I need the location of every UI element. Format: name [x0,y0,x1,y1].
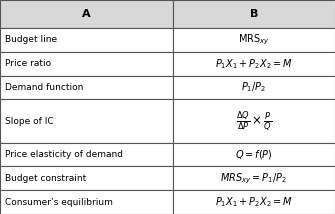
Text: $P_1 / P_2$: $P_1 / P_2$ [241,81,266,94]
Bar [0,190,173,214]
Text: Consumer’s equilibrium: Consumer’s equilibrium [5,198,113,207]
Bar [173,99,335,143]
Bar [0,52,173,76]
Text: Slope of IC: Slope of IC [5,117,54,126]
Bar [173,28,335,52]
Text: $P_1X_1 + P_2X_2 = M$: $P_1X_1 + P_2X_2 = M$ [215,57,293,71]
Bar [173,166,335,190]
Text: Demand function: Demand function [5,83,83,92]
Text: Budget line: Budget line [5,36,57,45]
Text: Price elasticity of demand: Price elasticity of demand [5,150,123,159]
Bar [173,190,335,214]
Text: $P_1X_1 + P_2X_2 =M$: $P_1X_1 + P_2X_2 =M$ [215,195,293,209]
Bar [173,76,335,99]
Bar [0,28,173,52]
Bar [173,52,335,76]
Text: $MRS_{xy} = P_1 / P_2$: $MRS_{xy} = P_1 / P_2$ [220,171,287,186]
Bar [0,76,173,99]
Bar [173,0,335,28]
Bar [0,166,173,190]
Text: B: B [250,9,258,19]
Bar [0,0,173,28]
Bar [0,143,173,166]
Text: A: A [82,9,90,19]
Text: Price ratio: Price ratio [5,59,51,68]
Text: $\frac{\Delta Q}{\Delta P}\times\frac{P}{Q}$: $\frac{\Delta Q}{\Delta P}\times\frac{P}… [236,109,272,133]
Bar [0,99,173,143]
Bar [173,143,335,166]
Text: MRS$_{xy}$: MRS$_{xy}$ [238,33,270,47]
Text: $Q = f(P)$: $Q = f(P)$ [235,148,273,161]
Text: Budget constraint: Budget constraint [5,174,86,183]
